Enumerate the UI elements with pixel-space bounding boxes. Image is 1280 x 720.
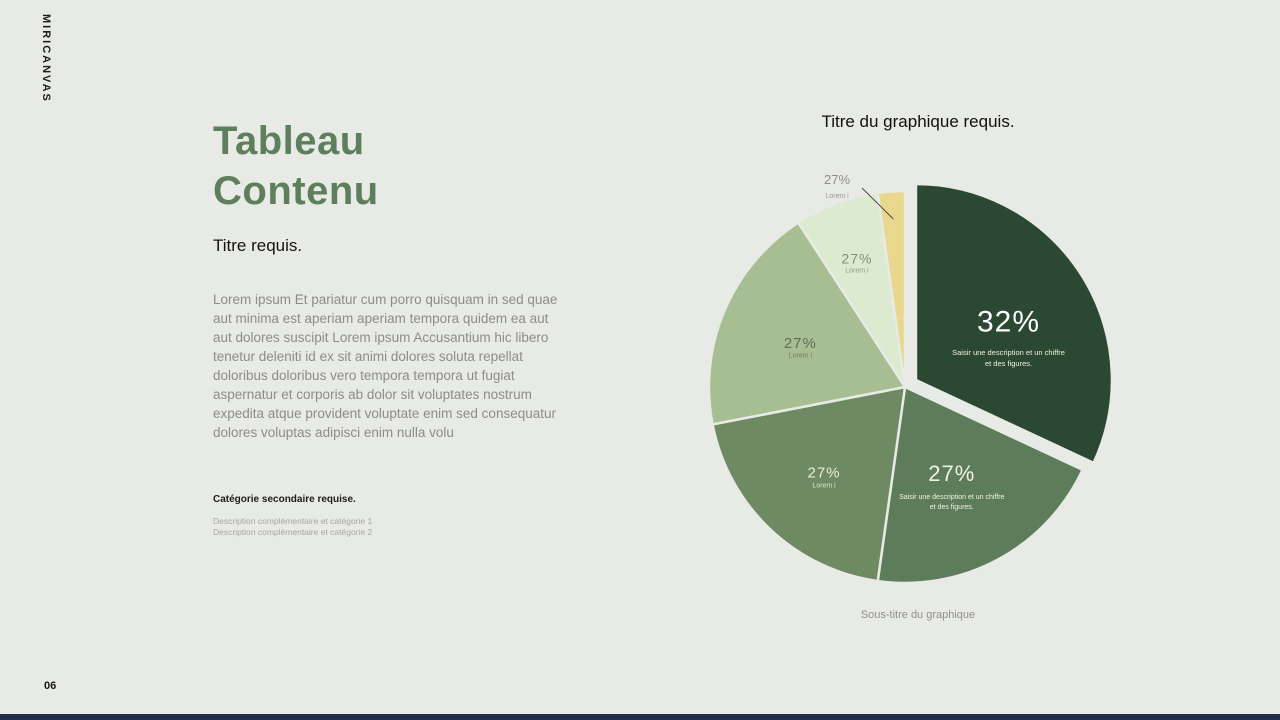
slice-callout-label: 27% (824, 172, 850, 187)
page-number: 06 (44, 680, 57, 692)
slice-percentage-label: 27% (808, 465, 841, 482)
page-title: Tableau Contenu (213, 116, 379, 216)
slice-description: Lorem i (789, 353, 813, 360)
description-line: Description complémentaire et catégorie … (213, 527, 373, 537)
slice-description: Lorem i (845, 267, 869, 274)
slice-description: Saisir une description et un chiffre (952, 348, 1065, 357)
chart-subtitle: Sous-titre du graphique (860, 609, 976, 621)
description-line: Description complémentaire et catégorie … (213, 516, 373, 526)
slice-percentage-label: 27% (784, 335, 817, 352)
slice-description: Lorem i (812, 482, 836, 489)
slice-description: et des figures. (930, 504, 974, 511)
body-text: Lorem ipsum Et pariatur cum porro quisqu… (213, 292, 558, 440)
pie-slice (914, 182, 1114, 465)
footer-accent-bar (0, 714, 1280, 720)
section-subtitle: Titre requis. (213, 236, 303, 255)
secondary-category-label: Catégorie secondaire requise. (213, 494, 356, 505)
pie-slice (707, 220, 908, 426)
page-title-line-2: Contenu (213, 169, 379, 213)
pie-slice (711, 385, 907, 583)
pie-slice (876, 385, 1085, 585)
slice-percentage-label: 32% (977, 306, 1040, 339)
slice-percentage-label: 27% (928, 461, 975, 486)
slice-percentage-label: 27% (841, 250, 872, 266)
brand-watermark: MIRICANVAS (40, 14, 52, 103)
chart-title: Titre du graphique requis. (821, 112, 1015, 131)
callout-line (861, 187, 894, 220)
slice-description: et des figures. (985, 359, 1032, 368)
page-title-line-1: Tableau (213, 119, 365, 163)
pie-slice (876, 189, 907, 388)
slice-description: Saisir une description et un chiffre (899, 494, 1004, 501)
slice-callout-sublabel: Lorem i (825, 193, 849, 200)
pie-slice (796, 191, 907, 388)
